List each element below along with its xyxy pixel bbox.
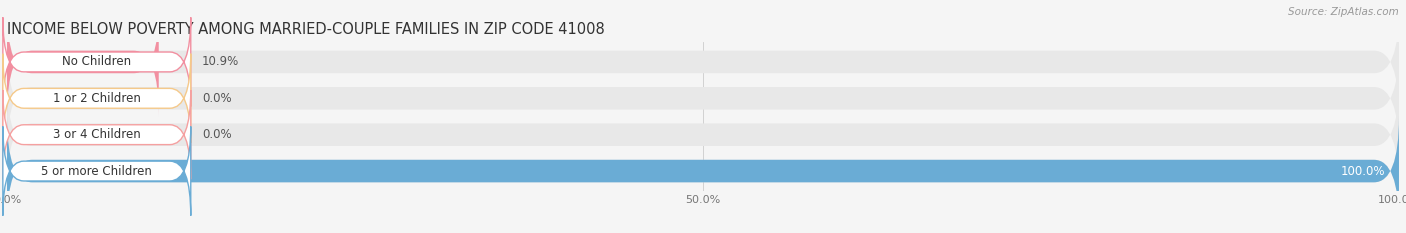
FancyBboxPatch shape xyxy=(7,8,159,116)
FancyBboxPatch shape xyxy=(7,80,1399,189)
FancyBboxPatch shape xyxy=(7,117,1399,225)
Text: 100.0%: 100.0% xyxy=(1340,164,1385,178)
FancyBboxPatch shape xyxy=(7,8,1399,116)
Text: No Children: No Children xyxy=(62,55,131,69)
Text: 1 or 2 Children: 1 or 2 Children xyxy=(53,92,141,105)
Text: 0.0%: 0.0% xyxy=(202,128,232,141)
FancyBboxPatch shape xyxy=(3,90,191,179)
Text: 3 or 4 Children: 3 or 4 Children xyxy=(53,128,141,141)
FancyBboxPatch shape xyxy=(7,44,1399,153)
Text: 5 or more Children: 5 or more Children xyxy=(41,164,152,178)
Text: INCOME BELOW POVERTY AMONG MARRIED-COUPLE FAMILIES IN ZIP CODE 41008: INCOME BELOW POVERTY AMONG MARRIED-COUPL… xyxy=(7,22,605,37)
FancyBboxPatch shape xyxy=(7,117,1399,225)
Text: Source: ZipAtlas.com: Source: ZipAtlas.com xyxy=(1288,7,1399,17)
FancyBboxPatch shape xyxy=(3,17,191,106)
Text: 0.0%: 0.0% xyxy=(202,92,232,105)
Text: 10.9%: 10.9% xyxy=(202,55,239,69)
FancyBboxPatch shape xyxy=(3,54,191,143)
FancyBboxPatch shape xyxy=(3,127,191,216)
